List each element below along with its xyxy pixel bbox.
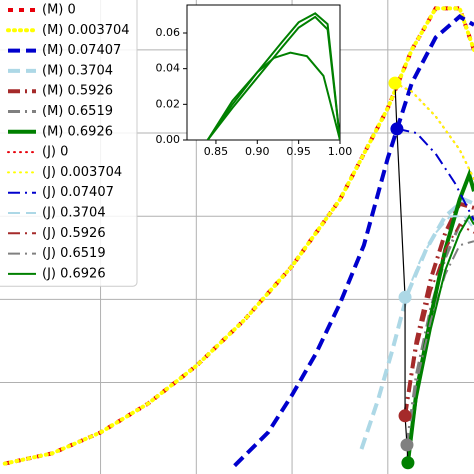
series-line bbox=[2, 6, 474, 466]
inset-frame bbox=[186, 4, 341, 141]
legend: (M) 0 (M) 0.003704 (M) 0.07407 (M) 0.3704 (M… bbox=[0, 0, 138, 287]
series-line bbox=[406, 214, 474, 463]
legend-label: (J) 0.6519 bbox=[42, 246, 106, 261]
series-line bbox=[233, 14, 474, 468]
series-line bbox=[206, 51, 340, 140]
y-tick-label: 0.04 bbox=[156, 62, 181, 75]
series-line bbox=[404, 223, 474, 416]
transition-point bbox=[401, 456, 415, 470]
legend-label: (M) 0.6519 bbox=[42, 104, 113, 119]
legend-label: (J) 0.6926 bbox=[42, 266, 106, 281]
legend-label: (M) 0.5926 bbox=[42, 84, 113, 99]
x-tick-label: 0.85 bbox=[204, 145, 229, 158]
x-tick-label: 0.95 bbox=[286, 145, 311, 158]
transition-point bbox=[390, 122, 404, 136]
y-tick-label: 0.02 bbox=[156, 97, 181, 110]
series-line bbox=[206, 12, 340, 140]
transition-point bbox=[400, 438, 414, 452]
inset-plot: 0.85 0.90 0.95 1.00 0.00 0.02 0.04 0.06 bbox=[156, 4, 353, 158]
legend-label: (J) 0 bbox=[42, 145, 68, 160]
legend-label: (J) 0.07407 bbox=[42, 185, 114, 200]
series-line bbox=[405, 214, 474, 446]
legend-label: (J) 0.3704 bbox=[42, 206, 106, 221]
transition-point bbox=[398, 409, 412, 423]
legend-label: (M) 0.3704 bbox=[42, 63, 113, 78]
series-line bbox=[397, 127, 474, 221]
x-tick-label: 1.00 bbox=[328, 145, 353, 158]
series-line bbox=[206, 15, 340, 140]
series-line bbox=[394, 82, 474, 180]
transition-point bbox=[398, 290, 412, 304]
legend-label: (M) 0.6926 bbox=[42, 124, 113, 139]
x-tick-label: 0.90 bbox=[245, 145, 270, 158]
transition-point bbox=[388, 76, 402, 90]
legend-label: (M) 0 bbox=[42, 3, 76, 18]
y-tick-label: 0.00 bbox=[156, 133, 181, 146]
series-line bbox=[403, 201, 474, 417]
series-line bbox=[405, 168, 474, 464]
legend-label: (J) 0.5926 bbox=[42, 226, 106, 241]
series-line bbox=[359, 197, 474, 450]
series-line bbox=[404, 215, 474, 298]
y-tick-label: 0.06 bbox=[156, 26, 181, 39]
plot-lines bbox=[206, 12, 340, 140]
legend-label: (M) 0.003704 bbox=[42, 23, 130, 38]
legend-label: (M) 0.07407 bbox=[42, 43, 121, 58]
legend-label: (J) 0.003704 bbox=[42, 165, 122, 180]
